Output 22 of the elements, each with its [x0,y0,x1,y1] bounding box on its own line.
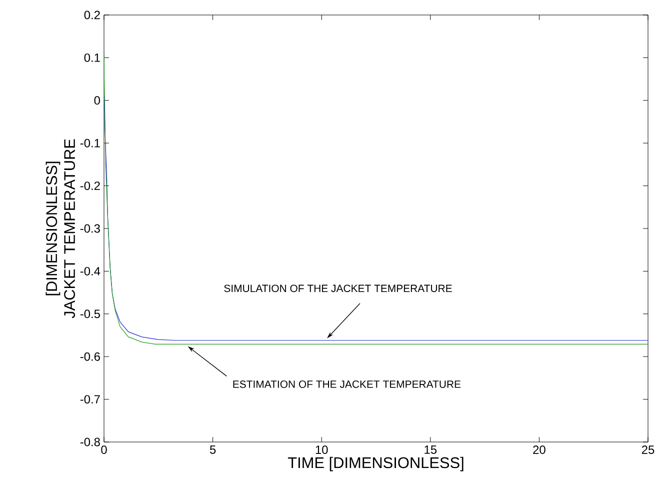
x-tick-label: 5 [210,446,216,454]
y-axis-title: [DIMENSIONLESS] JACKET TEMPERATURE [46,139,76,318]
x-tick-label: 25 [642,446,654,454]
y-tick-label: 0.1 [84,53,100,62]
y-tick-label: -0.2 [80,182,100,190]
y-tick-label: -0.5 [80,310,100,318]
line-series [104,51,648,345]
y-tick-label: -0.4 [80,266,100,276]
y-tick-label: -0.1 [80,138,100,148]
y-tick-label: 0 [94,96,100,105]
y-tick-label: -0.7 [80,395,100,404]
x-tick-label: 15 [424,446,437,454]
x-axis-title: TIME [DIMENSIONLESS] [288,456,464,472]
y-tick-label: -0.6 [80,352,100,361]
y-tick-label: 0.2 [84,10,100,20]
annotation: SIMULATION OF THE JACKET TEMPERATURE [224,284,452,292]
annotation: ESTIMATION OF THE JACKET TEMPERATURE [233,380,461,388]
y-tick-label: -0.8 [80,438,100,446]
x-tick-label: 10 [316,446,328,454]
y-tick-label: -0.3 [80,224,100,233]
x-tick-label: 0 [101,446,107,454]
x-tick-label: 20 [533,446,546,454]
